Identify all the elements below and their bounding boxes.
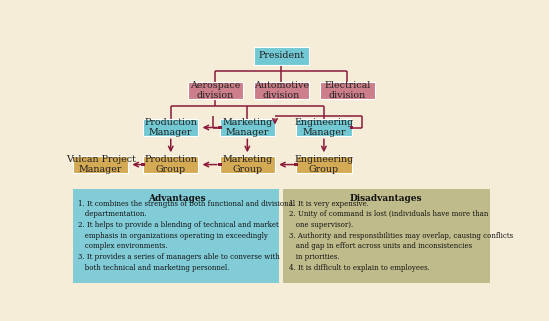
Text: Marketing
Manager: Marketing Manager bbox=[222, 118, 272, 137]
FancyBboxPatch shape bbox=[283, 189, 490, 283]
FancyBboxPatch shape bbox=[296, 156, 351, 173]
Text: Production
Manager: Production Manager bbox=[144, 118, 197, 137]
FancyBboxPatch shape bbox=[217, 126, 222, 129]
Text: 1. It combines the strengths of both functional and divisional
   departmentatio: 1. It combines the strengths of both fun… bbox=[78, 200, 295, 272]
FancyBboxPatch shape bbox=[254, 47, 309, 65]
FancyBboxPatch shape bbox=[320, 82, 375, 99]
Text: Engineering
Group: Engineering Group bbox=[294, 155, 354, 174]
FancyBboxPatch shape bbox=[73, 189, 279, 283]
Text: Advantages: Advantages bbox=[148, 194, 206, 203]
FancyBboxPatch shape bbox=[294, 163, 298, 166]
FancyBboxPatch shape bbox=[296, 118, 351, 136]
FancyBboxPatch shape bbox=[188, 82, 243, 99]
FancyBboxPatch shape bbox=[143, 118, 198, 136]
FancyBboxPatch shape bbox=[220, 118, 275, 136]
FancyBboxPatch shape bbox=[141, 163, 145, 166]
Text: Engineering
Manager: Engineering Manager bbox=[294, 118, 354, 137]
FancyBboxPatch shape bbox=[217, 163, 222, 166]
Text: Production
Group: Production Group bbox=[144, 155, 197, 174]
Text: Disadvantages: Disadvantages bbox=[349, 194, 422, 203]
Text: President: President bbox=[259, 51, 304, 60]
Text: Electrical
division: Electrical division bbox=[324, 81, 371, 100]
Text: Aerospace
division: Aerospace division bbox=[190, 81, 240, 100]
FancyBboxPatch shape bbox=[220, 156, 275, 173]
Text: Marketing
Group: Marketing Group bbox=[222, 155, 272, 174]
Text: Vulcan Project
Manager: Vulcan Project Manager bbox=[65, 155, 136, 174]
Text: Automotive
division: Automotive division bbox=[254, 81, 309, 100]
FancyBboxPatch shape bbox=[143, 156, 198, 173]
FancyBboxPatch shape bbox=[73, 156, 128, 173]
Text: 1. It is very expensive.
2. Unity of command is lost (individuals have more than: 1. It is very expensive. 2. Unity of com… bbox=[289, 200, 513, 272]
FancyBboxPatch shape bbox=[350, 126, 354, 129]
FancyBboxPatch shape bbox=[254, 82, 309, 99]
